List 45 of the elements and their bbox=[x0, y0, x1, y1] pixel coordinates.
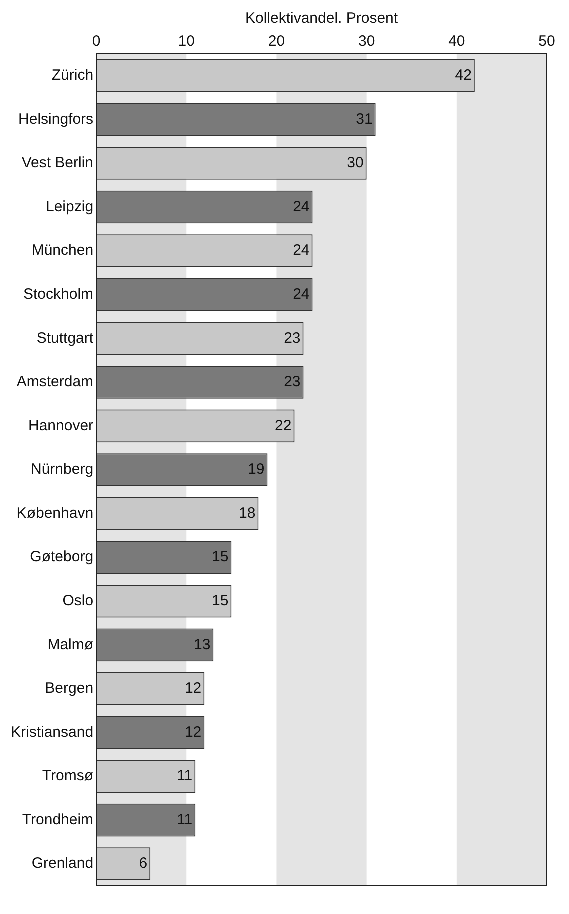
y-tick-label: Bergen bbox=[45, 680, 94, 698]
data-label: 23 bbox=[284, 374, 301, 391]
x-tick-label: 40 bbox=[448, 33, 466, 50]
data-label: 12 bbox=[184, 680, 202, 698]
data-label: 24 bbox=[293, 242, 310, 260]
y-tick-label: Zürich bbox=[52, 67, 94, 84]
y-tick-label: Tromsø bbox=[42, 768, 94, 785]
y-tick-label: Amsterdam bbox=[16, 374, 94, 391]
data-label: 18 bbox=[239, 504, 256, 522]
y-tick-label: Stuttgart bbox=[36, 330, 94, 347]
data-label: 24 bbox=[293, 286, 310, 303]
y-tick-label: Helsingfors bbox=[18, 110, 94, 128]
y-tick-label: Leipzig bbox=[46, 198, 94, 216]
data-label: 12 bbox=[184, 724, 202, 741]
x-tick-label: 0 bbox=[92, 33, 101, 50]
data-label: 15 bbox=[212, 592, 229, 610]
data-label: 42 bbox=[455, 67, 472, 84]
data-label: 30 bbox=[347, 154, 364, 172]
y-tick-label: Hannover bbox=[28, 417, 94, 434]
data-label: 11 bbox=[177, 768, 193, 785]
data-label: 23 bbox=[284, 330, 301, 347]
data-label: 6 bbox=[139, 855, 148, 872]
x-axis-title: Kollektivandel. Prosent bbox=[245, 10, 399, 28]
data-label: 19 bbox=[248, 461, 265, 478]
y-tick-label: Stockholm bbox=[24, 286, 94, 303]
data-label: 15 bbox=[212, 548, 229, 566]
data-label: 24 bbox=[293, 198, 310, 216]
y-tick-label: Kristiansand bbox=[10, 724, 94, 741]
y-tick-label: Nürnberg bbox=[30, 461, 94, 478]
y-tick-label: Vest Berlin bbox=[22, 154, 94, 172]
y-tick-label: Malmø bbox=[48, 636, 94, 654]
data-label: 22 bbox=[275, 417, 292, 434]
data-label: 11 bbox=[177, 811, 193, 828]
y-tick-label: Oslo bbox=[62, 592, 94, 610]
x-tick-label: 20 bbox=[268, 33, 286, 50]
y-tick-label: Trondheim bbox=[22, 811, 94, 828]
y-tick-label: Grenland bbox=[32, 855, 94, 872]
data-label: 31 bbox=[356, 110, 373, 128]
y-tick-label: København bbox=[16, 504, 94, 522]
x-tick-label: 50 bbox=[538, 33, 556, 50]
x-tick-label: 30 bbox=[358, 33, 376, 50]
y-tick-label: München bbox=[32, 242, 94, 260]
x-tick-label: 10 bbox=[178, 33, 195, 50]
y-tick-label: Gøteborg bbox=[30, 548, 94, 566]
data-label: 13 bbox=[194, 636, 211, 654]
